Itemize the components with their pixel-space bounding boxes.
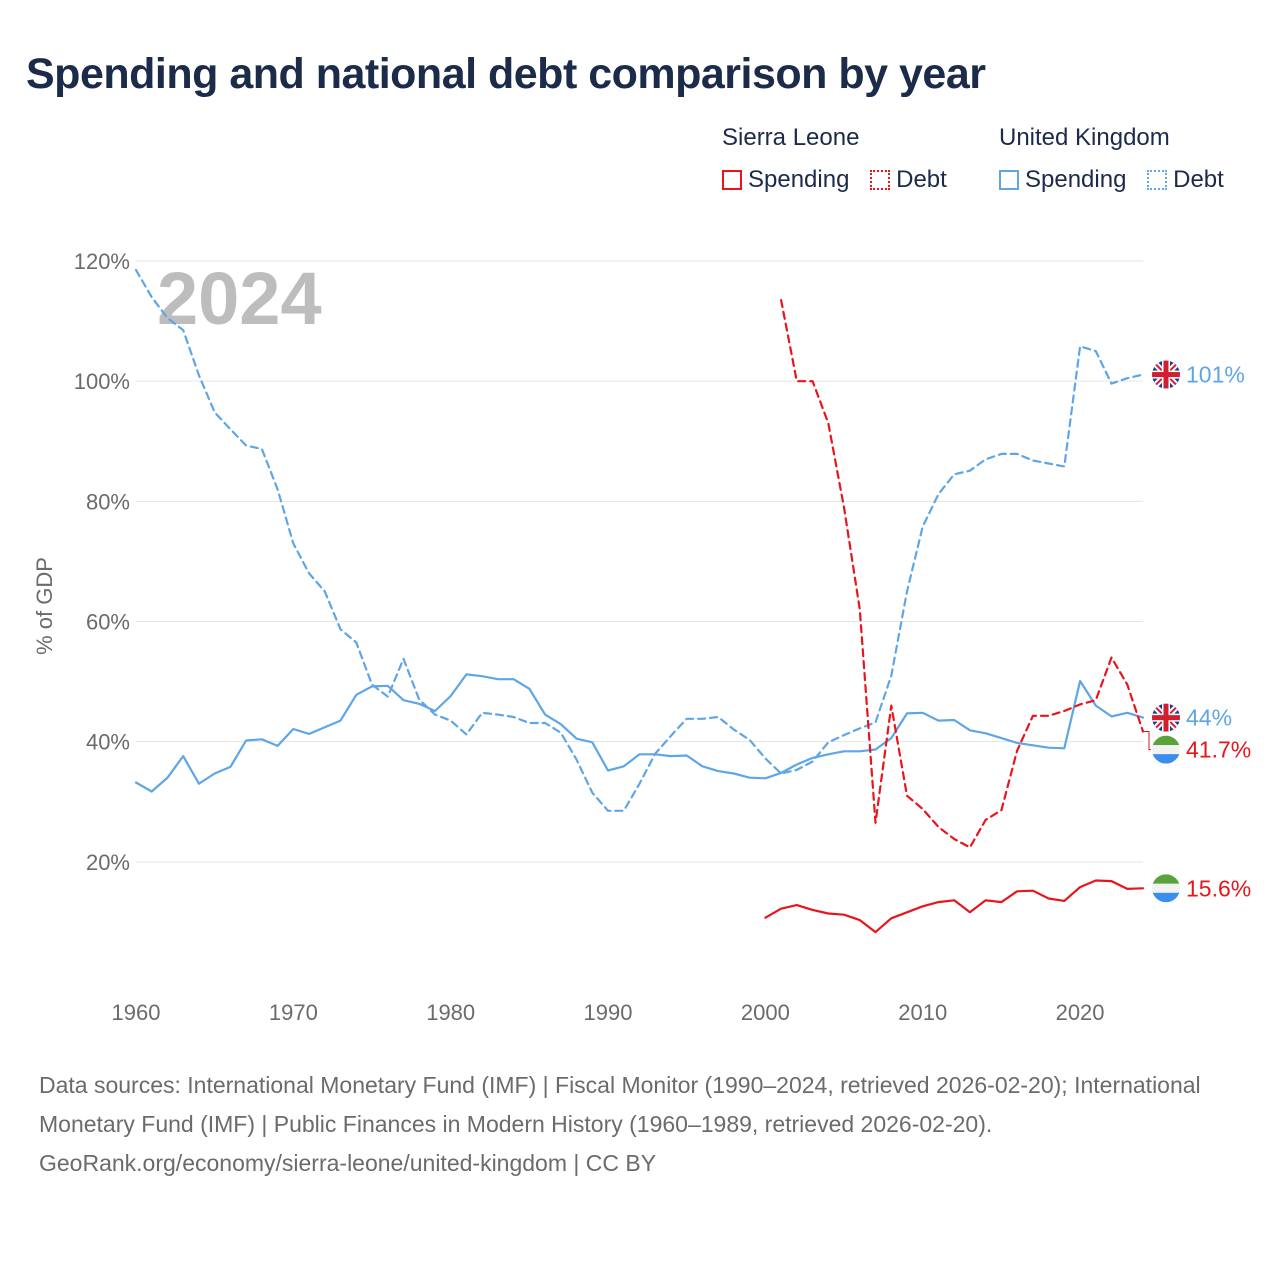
x-tick-label: 2000 bbox=[741, 1000, 790, 1025]
line-chart: 20% 40% 60% 80% 100% 120% 1960 1970 1980 1990 200… bbox=[32, 249, 1251, 1025]
end-value-label: 44% bbox=[1186, 705, 1232, 731]
flag-stripe-green bbox=[1152, 735, 1180, 746]
y-tick-label: 60% bbox=[86, 610, 130, 635]
attribution-link[interactable]: GeoRank.org/economy/sierra-leone/united-… bbox=[39, 1150, 657, 1176]
x-tick-label: 1970 bbox=[269, 1000, 318, 1025]
series-line-united-kingdom-spending bbox=[134, 673, 1145, 793]
series-line-united-kingdom-debt bbox=[134, 268, 1145, 812]
x-tick-label: 1960 bbox=[112, 1000, 161, 1025]
legend-item-label: Spending bbox=[748, 166, 850, 193]
flag-stripe-white bbox=[1152, 745, 1180, 755]
flag-stripe-blue bbox=[1152, 892, 1180, 903]
end-value-label: 15.6% bbox=[1186, 875, 1251, 901]
series-line-sierra-leone-debt bbox=[779, 299, 1145, 849]
legend-group-united-kingdom: United Kingdom Spending Debt bbox=[999, 124, 1238, 197]
flag-body bbox=[1152, 703, 1180, 732]
y-tick-label: 120% bbox=[74, 249, 130, 274]
end-value-label: 41.7% bbox=[1186, 737, 1251, 763]
legend-item-sierra-leone-spending[interactable]: Spending bbox=[722, 166, 849, 194]
flag-body bbox=[1152, 360, 1180, 389]
flag-body bbox=[1152, 874, 1180, 903]
y-tick-label: 100% bbox=[74, 369, 130, 394]
legend-group-sierra-leone: Sierra Leone Spending Debt bbox=[722, 124, 961, 197]
chart-title: Spending and national debt comparison by… bbox=[26, 50, 986, 98]
legend-item-united-kingdom-debt[interactable]: Debt bbox=[1147, 166, 1224, 194]
flag-stripe-white bbox=[1152, 883, 1180, 893]
end-label-leader bbox=[1143, 731, 1151, 751]
legend-swatch-solid bbox=[999, 170, 1019, 190]
sierra-leone-flag-icon bbox=[1152, 874, 1180, 903]
flag-cross-red bbox=[1163, 703, 1169, 732]
flag-stripe-green bbox=[1152, 874, 1180, 884]
legend-item-label: Debt bbox=[896, 166, 947, 193]
end-value-label: 101% bbox=[1186, 362, 1245, 388]
legend-item-united-kingdom-spending[interactable]: Spending bbox=[999, 166, 1126, 194]
y-tick-label: 40% bbox=[86, 730, 130, 755]
legend-swatch-dotted bbox=[1147, 170, 1168, 190]
end-labels: 101% 44% 41.7% 15.6% bbox=[1143, 360, 1251, 903]
gridlines bbox=[136, 260, 1143, 863]
series-line-sierra-leone-spending bbox=[764, 879, 1145, 934]
x-tick-label: 2020 bbox=[1056, 1000, 1105, 1025]
united-kingdom-flag-icon bbox=[1152, 360, 1180, 389]
x-axis-ticks: 1960 1970 1980 1990 2000 2010 2020 bbox=[112, 1000, 1105, 1025]
flag-cross-red bbox=[1163, 360, 1169, 389]
x-tick-label: 1980 bbox=[426, 1000, 475, 1025]
sierra-leone-flag-icon bbox=[1152, 735, 1180, 764]
legend-item-sierra-leone-debt[interactable]: Debt bbox=[870, 166, 947, 194]
flag-stripe-blue bbox=[1152, 754, 1180, 764]
x-tick-label: 1990 bbox=[584, 1000, 633, 1025]
legend-swatch-solid bbox=[722, 170, 742, 190]
united-kingdom-flag-icon bbox=[1152, 703, 1180, 732]
legend-group-label: United Kingdom bbox=[999, 124, 1170, 151]
y-tick-label: 20% bbox=[86, 850, 130, 875]
footer: Data sources: International Monetary Fun… bbox=[39, 1066, 1239, 1183]
year-watermark: 2024 bbox=[157, 257, 322, 340]
y-tick-label: 80% bbox=[86, 489, 130, 514]
y-axis-label: % of GDP bbox=[32, 557, 57, 655]
flag-body bbox=[1152, 735, 1180, 764]
data-sources: Data sources: International Monetary Fun… bbox=[39, 1072, 1201, 1137]
series-lines bbox=[134, 268, 1145, 934]
legend-group-label: Sierra Leone bbox=[722, 124, 860, 151]
legend-swatch-dotted bbox=[870, 170, 891, 190]
legend-item-label: Spending bbox=[1025, 166, 1127, 193]
x-tick-label: 2010 bbox=[898, 1000, 947, 1025]
y-axis-ticks: 20% 40% 60% 80% 100% 120% bbox=[74, 249, 130, 875]
legend-item-label: Debt bbox=[1173, 166, 1224, 193]
